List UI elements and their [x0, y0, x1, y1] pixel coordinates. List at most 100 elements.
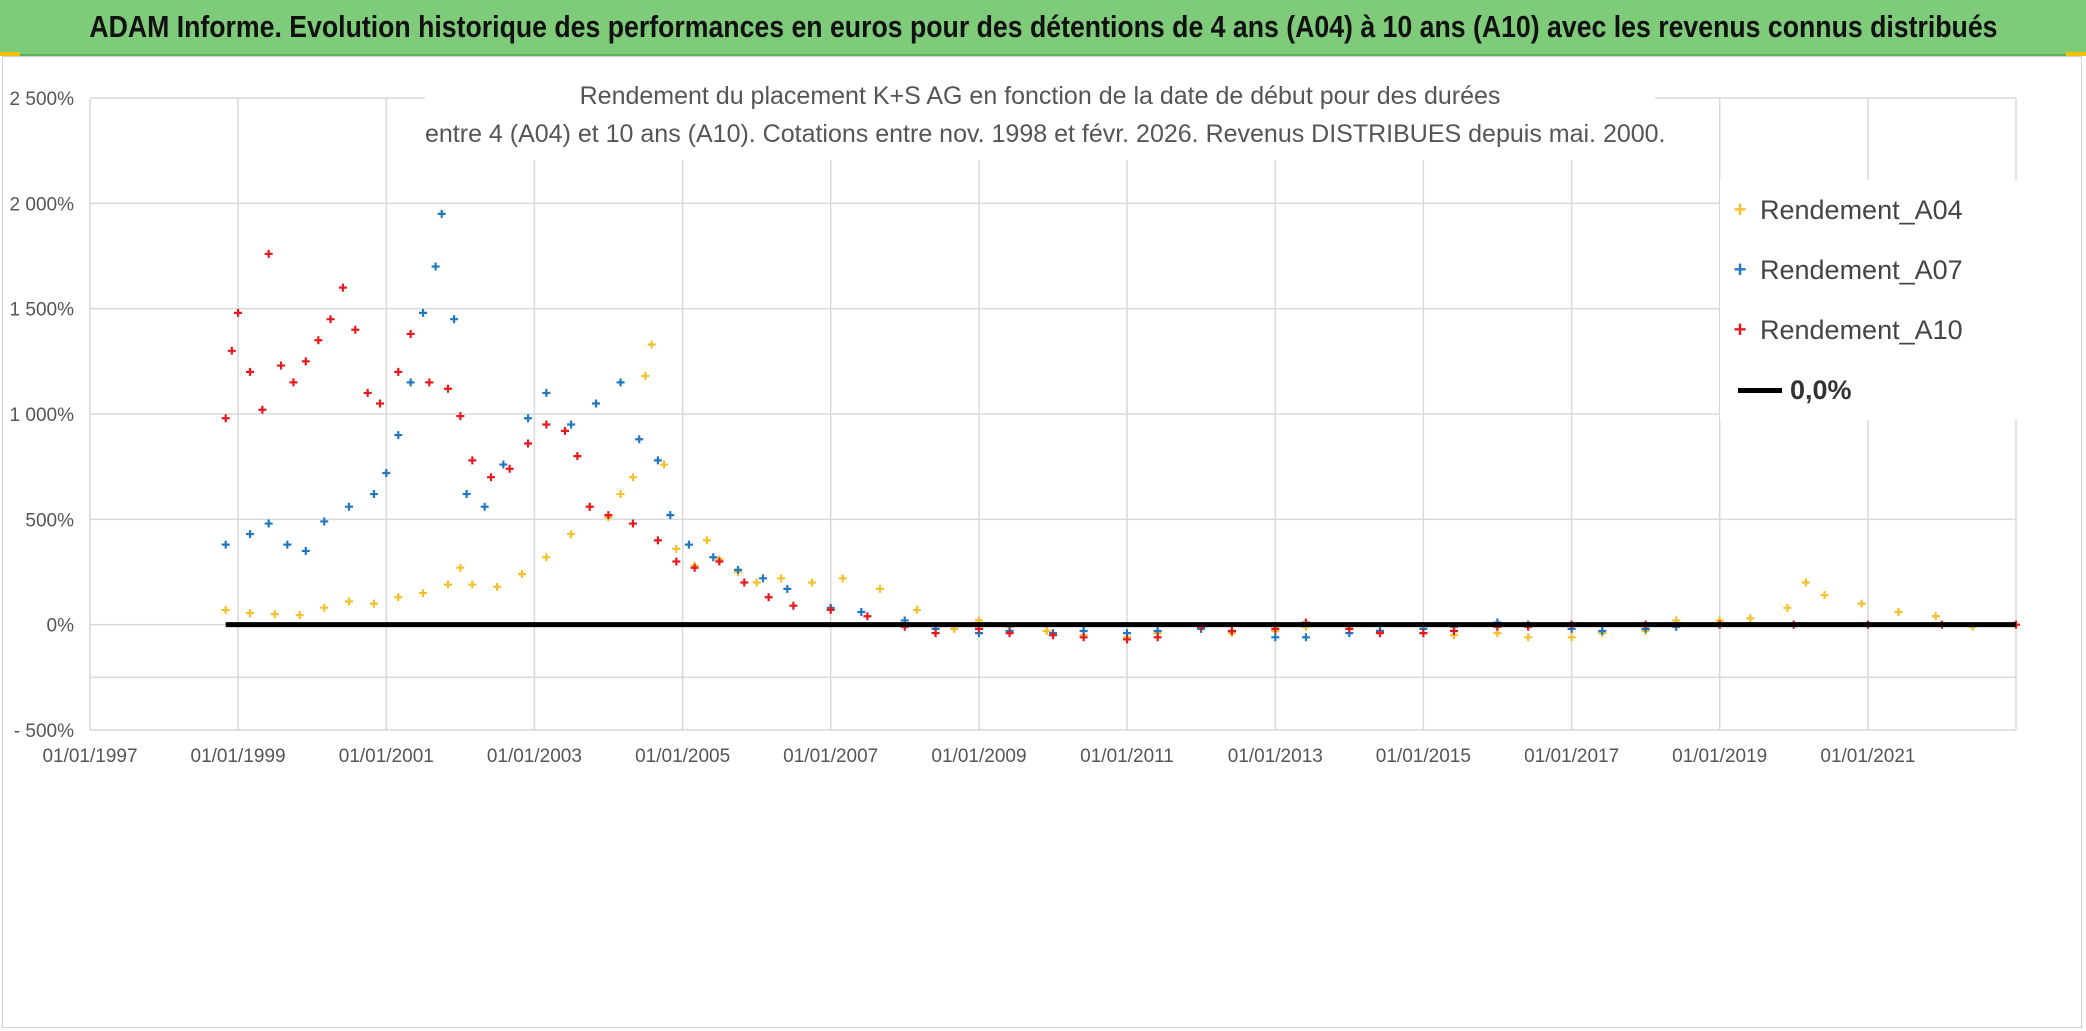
data-point: [518, 570, 527, 579]
data-point: [752, 578, 761, 587]
data-point: [628, 519, 637, 528]
data-point: [789, 601, 798, 610]
data-point: [1049, 631, 1057, 640]
data-point: [561, 426, 570, 435]
data-point: [363, 388, 372, 397]
data-point: [320, 603, 329, 612]
legend-label-zero: 0,0%: [1790, 374, 1852, 405]
data-point: [499, 460, 508, 469]
data-point: [740, 578, 749, 587]
data-point: [394, 593, 403, 602]
data-point: [246, 530, 255, 539]
banner: ADAM Informe. Evolution historique des p…: [0, 0, 2086, 56]
data-point: [931, 629, 940, 638]
data-point: [573, 452, 582, 461]
data-point: [326, 315, 335, 324]
data-point: [283, 540, 292, 549]
data-point: [592, 399, 601, 408]
data-point: [734, 565, 743, 574]
data-point: [764, 593, 773, 602]
data-point: [264, 519, 273, 528]
data-point: [783, 584, 792, 593]
data-point: [369, 599, 378, 608]
x-tick-label: 01/01/1999: [191, 746, 286, 767]
x-tick-label: 01/01/2001: [339, 746, 434, 767]
data-point: [672, 544, 681, 553]
data-point: [641, 372, 650, 381]
data-point: [1375, 629, 1384, 638]
data-point: [826, 605, 835, 614]
data-point: [524, 439, 533, 448]
x-tick-label: 01/01/2007: [783, 746, 878, 767]
y-tick-label: 2 000%: [10, 194, 75, 215]
data-point: [351, 325, 360, 334]
x-tick-label: 01/01/2013: [1228, 746, 1323, 767]
data-point: [1271, 633, 1280, 642]
data-point: [468, 580, 477, 589]
legend-label-a10: Rendement_A10: [1760, 314, 1963, 345]
series-layer: [221, 209, 2020, 644]
x-tick-label: 01/01/2003: [487, 746, 582, 767]
data-point: [320, 517, 329, 526]
data-point: [338, 283, 347, 292]
data-point: [659, 460, 668, 469]
data-point: [666, 511, 675, 520]
chart-title-box: Rendement du placement K+S AG en fonctio…: [425, 76, 1666, 160]
x-tick-label: 01/01/2019: [1672, 746, 1767, 767]
data-point: [301, 546, 310, 555]
data-point: [456, 412, 465, 421]
data-point: [1820, 591, 1829, 600]
y-tick-label: 1 500%: [10, 300, 75, 321]
data-point: [1005, 629, 1014, 638]
y-tick-label: - 500%: [14, 721, 74, 742]
data-point: [758, 574, 767, 583]
data-point: [221, 605, 230, 614]
data-point: [702, 536, 711, 545]
data-point: [1449, 626, 1458, 635]
x-tick-label: 01/01/2021: [1820, 746, 1915, 767]
data-point: [542, 553, 551, 562]
chart-title-line2: entre 4 (A04) et 10 ans (A10). Cotations…: [425, 120, 1666, 148]
x-axis-ticks: 01/01/1997 01/01/1999 01/01/2001 01/01/2003…: [42, 746, 1915, 767]
y-tick-label: 1 000%: [10, 405, 75, 426]
data-point: [585, 502, 594, 511]
data-point: [1419, 629, 1428, 638]
data-point: [345, 597, 354, 606]
data-point: [1123, 635, 1132, 644]
data-point: [301, 357, 310, 366]
data-point: [1783, 603, 1792, 612]
chart-frame: [2, 56, 2082, 1028]
data-point: [505, 464, 514, 473]
data-point: [450, 315, 459, 324]
chart-svg: 2 500% 2 000% 1 500% 1 000% 500% 0% - 500% 01/…: [10, 89, 2020, 767]
data-point: [295, 611, 304, 620]
data-point: [369, 490, 378, 499]
data-point: [647, 340, 656, 349]
banner-corner-right: [2066, 52, 2086, 56]
data-point: [394, 367, 403, 376]
data-point: [567, 420, 576, 429]
data-point: [857, 608, 866, 617]
data-point: [1857, 599, 1866, 608]
data-point: [289, 378, 298, 387]
y-tick-label: 0%: [47, 616, 75, 637]
data-point: [437, 209, 446, 218]
legend-item-a07: + Rendement_A07: [1720, 250, 1963, 290]
data-point: [264, 249, 273, 258]
data-point: [1801, 578, 1810, 587]
legend-item-a10: + Rendement_A10: [1720, 310, 1963, 350]
data-point: [468, 456, 477, 465]
data-point: [1746, 614, 1755, 623]
data-point: [542, 420, 551, 429]
data-point: [875, 584, 884, 593]
data-point: [1153, 633, 1162, 642]
legend: + Rendement_A04 + Rendement_A07 + Rendem…: [1720, 180, 2020, 420]
data-point: [462, 490, 471, 499]
x-tick-label: 01/01/1997: [42, 746, 137, 767]
data-point: [690, 563, 699, 572]
data-point: [486, 473, 495, 482]
data-point: [221, 540, 230, 549]
data-point: [912, 605, 921, 614]
banner-corner-left: [0, 52, 20, 56]
data-point: [258, 405, 267, 414]
